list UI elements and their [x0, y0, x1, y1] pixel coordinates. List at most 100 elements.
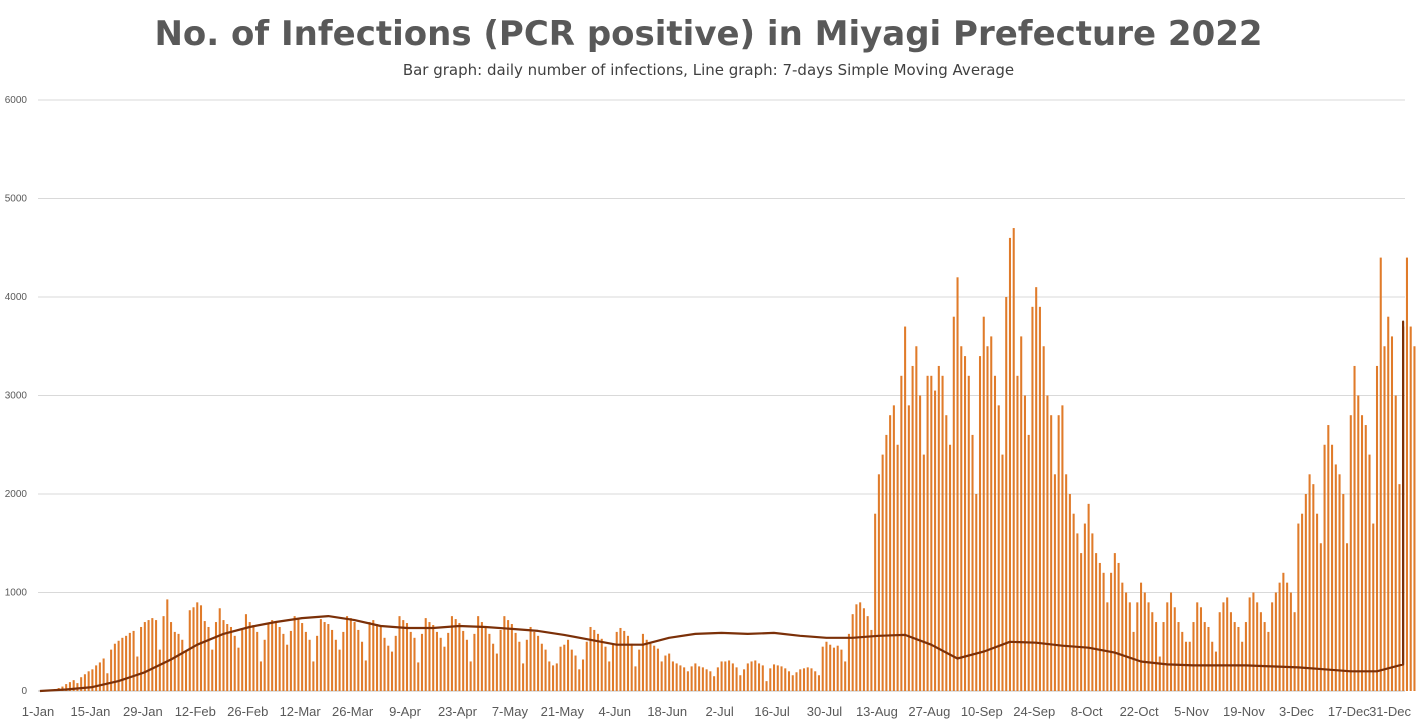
daily-bar	[679, 665, 682, 691]
daily-bar	[1334, 464, 1337, 691]
daily-bar	[540, 643, 543, 691]
daily-bar	[1076, 533, 1079, 691]
daily-bar	[862, 608, 865, 691]
daily-bar	[1016, 375, 1019, 691]
daily-bar	[510, 624, 513, 691]
daily-bar	[802, 668, 806, 691]
daily-bar	[518, 641, 521, 691]
daily-bar	[1061, 405, 1064, 691]
y-tick-label: 4000	[5, 292, 28, 303]
daily-bar	[177, 633, 180, 691]
daily-bar	[821, 646, 824, 691]
daily-bar	[829, 644, 832, 691]
daily-bar	[398, 616, 401, 691]
daily-bar	[877, 474, 880, 691]
y-tick-label: 5000	[5, 194, 28, 205]
daily-bar	[570, 649, 573, 691]
y-tick-label: 0	[21, 686, 27, 697]
x-tick-label: 12-Mar	[280, 704, 322, 719]
daily-bar	[439, 637, 442, 691]
daily-bar	[1233, 622, 1236, 691]
daily-bar	[881, 454, 884, 691]
daily-bar	[447, 632, 450, 691]
daily-bar	[552, 665, 555, 691]
daily-bar	[574, 655, 577, 691]
daily-bar	[192, 607, 195, 691]
daily-bar	[608, 661, 611, 691]
daily-bar	[98, 662, 101, 691]
daily-bar	[720, 661, 723, 691]
daily-bar	[1080, 553, 1083, 691]
daily-bar	[1083, 523, 1086, 691]
daily-bar	[1098, 562, 1101, 691]
daily-bar	[1136, 602, 1139, 691]
daily-bar	[1375, 365, 1379, 691]
moving-average-line	[39, 320, 1405, 693]
daily-bar	[585, 641, 588, 691]
daily-bar	[922, 454, 925, 691]
daily-bar	[634, 666, 637, 691]
daily-bar	[900, 375, 903, 691]
y-tick-label: 2000	[5, 489, 28, 500]
x-tick-label: 26-Mar	[332, 704, 374, 719]
daily-bar	[739, 675, 742, 691]
daily-bar	[1091, 533, 1094, 691]
daily-bar	[1140, 582, 1143, 691]
daily-bar	[132, 630, 135, 691]
daily-bar	[480, 622, 483, 691]
daily-bar	[810, 668, 813, 691]
daily-bar	[229, 626, 233, 691]
daily-bar	[1413, 346, 1416, 691]
daily-bar	[334, 639, 337, 691]
daily-bar	[1271, 602, 1274, 691]
daily-bar	[975, 494, 978, 691]
daily-bar	[106, 673, 109, 691]
daily-bar	[1095, 553, 1098, 691]
daily-bar	[304, 631, 307, 691]
daily-bar	[671, 661, 674, 691]
daily-bar	[754, 660, 757, 691]
daily-bar	[701, 667, 704, 691]
daily-bar	[1008, 237, 1012, 691]
daily-bar	[121, 637, 124, 691]
daily-bar	[690, 666, 693, 691]
daily-bar	[1304, 494, 1307, 691]
x-tick-label: 29-Jan	[123, 704, 163, 719]
daily-bar	[619, 627, 622, 691]
daily-bar	[1342, 494, 1345, 691]
daily-bar	[799, 669, 802, 691]
daily-bar	[1110, 572, 1113, 691]
daily-bar	[1360, 415, 1364, 691]
daily-bar	[259, 661, 262, 691]
daily-bar	[188, 610, 191, 691]
daily-bar	[312, 661, 315, 691]
daily-bar	[1286, 582, 1289, 691]
daily-bar	[1203, 622, 1206, 691]
daily-bar	[1316, 513, 1319, 691]
daily-bar	[1346, 543, 1349, 691]
daily-bar	[1158, 656, 1161, 691]
daily-bar	[211, 649, 214, 691]
daily-bar	[1038, 306, 1041, 691]
daily-bar	[990, 336, 993, 691]
x-tick-label: 16-Jul	[754, 704, 790, 719]
daily-bar	[443, 646, 446, 691]
daily-bar	[1394, 395, 1397, 691]
daily-bar	[420, 633, 424, 691]
daily-bar	[338, 649, 341, 691]
daily-bar	[1387, 316, 1390, 691]
daily-bar	[514, 632, 517, 691]
daily-bar	[65, 684, 68, 691]
daily-bar	[967, 375, 970, 691]
daily-bar	[387, 645, 390, 691]
daily-bar	[522, 663, 525, 691]
daily-bar	[743, 669, 746, 691]
daily-bar	[825, 641, 828, 691]
x-tick-label: 21-May	[541, 704, 585, 719]
daily-bar	[952, 316, 955, 691]
daily-bar	[593, 629, 596, 691]
daily-bar	[102, 658, 105, 691]
daily-bar	[847, 633, 850, 691]
daily-bar	[364, 660, 367, 691]
